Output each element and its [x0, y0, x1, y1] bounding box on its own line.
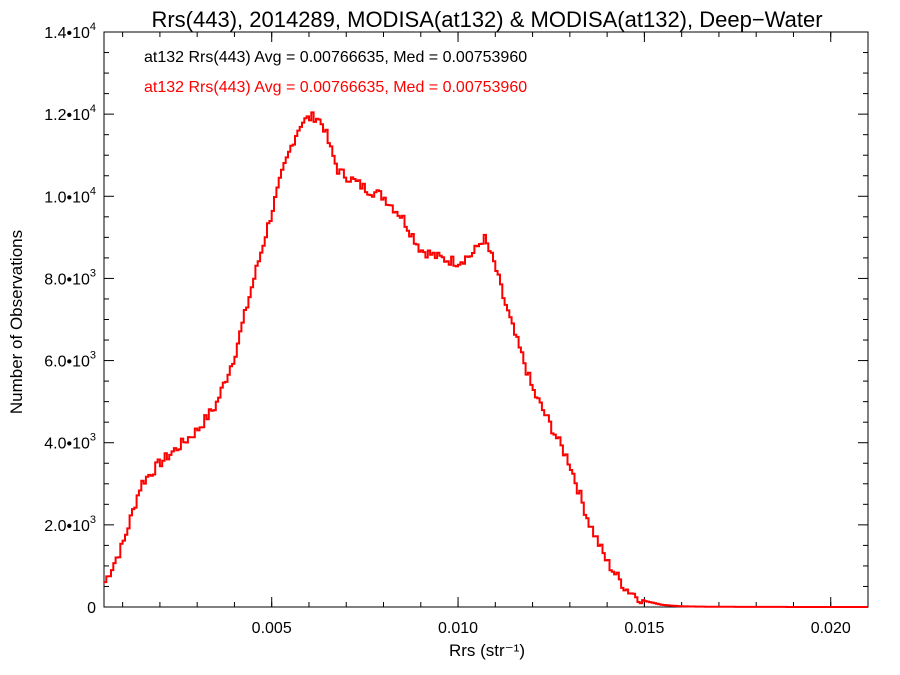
- y-tick-mantissa: 4.0•10: [44, 436, 90, 453]
- x-axis: 0.005 0.010 0.015 0.020: [122, 32, 851, 637]
- y-tick-label: 1.0•104: [44, 185, 96, 206]
- y-tick-exponent: 4: [90, 185, 96, 197]
- y-tick-mantissa: 6.0•10: [44, 354, 90, 371]
- y-tick-label: 1.4•104: [44, 21, 96, 42]
- x-tick-label: 0.020: [811, 620, 851, 637]
- y-tick-mantissa: 1.2•10: [44, 107, 90, 124]
- x-axis-label: Rrs (str⁻¹): [449, 641, 525, 660]
- legend-annotation-black: at132 Rrs(443) Avg = 0.00766635, Med = 0…: [144, 49, 527, 66]
- y-tick-exponent: 3: [90, 432, 96, 444]
- y-tick-mantissa: 8.0•10: [44, 271, 90, 288]
- y-axis: 02.0•1034.0•1036.0•1038.0•1031.0•1041.2•…: [44, 21, 868, 617]
- chart-title: Rrs(443), 2014289, MODISA(at132) & MODIS…: [151, 7, 822, 32]
- y-axis-label: Number of Observations: [7, 230, 26, 414]
- y-tick-label: 4.0•103: [44, 432, 96, 453]
- legend-annotation-red: at132 Rrs(443) Avg = 0.00766635, Med = 0…: [144, 79, 527, 96]
- histogram-series-line: [104, 111, 868, 608]
- x-tick-label: 0.010: [438, 620, 478, 637]
- x-tick-label: 0.005: [252, 620, 292, 637]
- y-tick-mantissa: 1.4•10: [44, 25, 90, 42]
- y-tick-exponent: 3: [90, 514, 96, 526]
- y-tick-label: 1.2•104: [44, 103, 96, 124]
- y-tick-label: 6.0•103: [44, 350, 96, 371]
- y-tick-exponent: 4: [90, 21, 96, 33]
- y-tick-exponent: 3: [90, 267, 96, 279]
- y-tick-mantissa: 1.0•10: [44, 189, 90, 206]
- y-tick-label: 0: [87, 600, 96, 617]
- y-tick-exponent: 3: [90, 350, 96, 362]
- plot-border: [103, 31, 869, 608]
- y-tick-mantissa: 2.0•10: [44, 518, 90, 535]
- x-tick-label: 0.015: [624, 620, 664, 637]
- y-tick-label: 2.0•103: [44, 514, 96, 535]
- series-layer: [104, 111, 868, 608]
- y-tick-exponent: 4: [90, 103, 96, 115]
- plot-frame: [103, 31, 869, 608]
- y-tick-mantissa: 0: [87, 600, 96, 617]
- y-tick-label: 8.0•103: [44, 267, 96, 288]
